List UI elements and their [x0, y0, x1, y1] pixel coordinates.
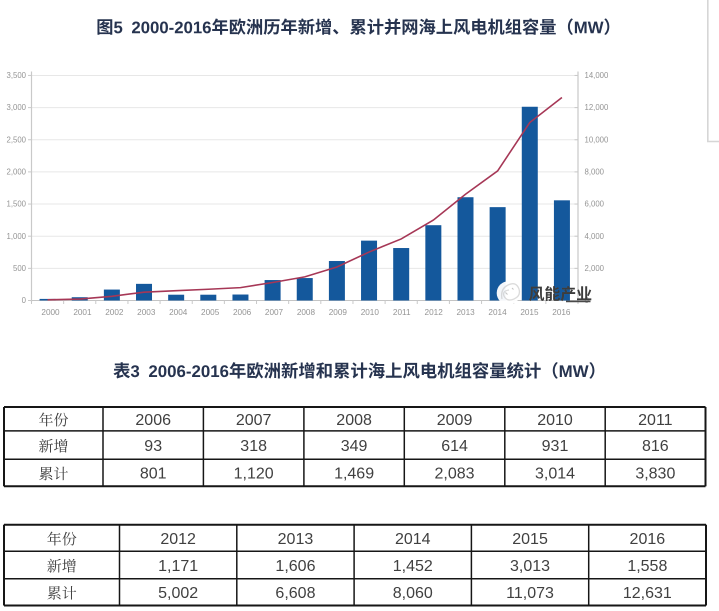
svg-text:2002: 2002: [105, 308, 124, 317]
svg-text:1,606: 1,606: [275, 558, 315, 575]
svg-text:1,452: 1,452: [393, 558, 433, 575]
svg-text:0: 0: [22, 296, 27, 305]
svg-text:5,002: 5,002: [158, 585, 198, 602]
svg-text:14,000: 14,000: [585, 71, 610, 80]
svg-text:500: 500: [13, 264, 27, 273]
svg-text:2,000: 2,000: [6, 168, 26, 177]
svg-text:931: 931: [542, 438, 569, 455]
svg-text:2013: 2013: [278, 531, 314, 548]
svg-text:816: 816: [642, 438, 669, 455]
svg-text:6,608: 6,608: [275, 585, 315, 602]
svg-text:12,631: 12,631: [623, 585, 672, 602]
svg-text:2007: 2007: [236, 412, 272, 429]
svg-text:2016: 2016: [552, 308, 571, 317]
svg-text:2011: 2011: [393, 308, 411, 317]
svg-text:2011: 2011: [638, 412, 673, 429]
svg-text:3,500: 3,500: [6, 71, 26, 80]
svg-text:3,013: 3,013: [510, 558, 550, 575]
svg-text:1,500: 1,500: [6, 200, 26, 209]
svg-text:2010: 2010: [537, 412, 573, 429]
svg-text:2007: 2007: [265, 308, 284, 317]
svg-text:2009: 2009: [329, 308, 348, 317]
svg-text:2006: 2006: [135, 412, 171, 429]
svg-text:1,558: 1,558: [627, 558, 667, 575]
svg-text:349: 349: [341, 438, 368, 455]
svg-text:2010: 2010: [361, 308, 380, 317]
svg-text:4,000: 4,000: [585, 232, 605, 241]
svg-text:2008: 2008: [297, 308, 316, 317]
svg-text:6,000: 6,000: [585, 200, 605, 209]
svg-text:2015: 2015: [512, 531, 548, 548]
svg-text:3,014: 3,014: [535, 466, 575, 483]
svg-text:2,083: 2,083: [435, 466, 475, 483]
svg-text:2,000: 2,000: [585, 264, 605, 273]
svg-text:3,000: 3,000: [6, 103, 26, 112]
svg-text:1,469: 1,469: [334, 466, 374, 483]
svg-text:2006: 2006: [233, 308, 252, 317]
svg-text:10,000: 10,000: [585, 135, 610, 144]
svg-text:614: 614: [441, 438, 468, 455]
svg-text:11,073: 11,073: [506, 585, 554, 602]
svg-text:8,000: 8,000: [585, 168, 605, 177]
svg-text:2001: 2001: [73, 308, 92, 317]
svg-text:2014: 2014: [488, 308, 507, 317]
svg-text:2,500: 2,500: [6, 135, 26, 144]
svg-text:2015: 2015: [520, 308, 539, 317]
svg-text:2004: 2004: [169, 308, 188, 317]
svg-text:2009: 2009: [437, 412, 473, 429]
svg-text:318: 318: [240, 438, 267, 455]
svg-text:2000: 2000: [41, 308, 60, 317]
svg-text:8,060: 8,060: [393, 585, 433, 602]
svg-text:2016: 2016: [630, 531, 666, 548]
svg-text:2005: 2005: [201, 308, 220, 317]
svg-text:2012: 2012: [160, 531, 196, 548]
svg-text:801: 801: [140, 466, 167, 483]
svg-text:3,830: 3,830: [635, 466, 675, 483]
svg-text:2008: 2008: [336, 412, 372, 429]
svg-text:1,120: 1,120: [234, 466, 274, 483]
svg-text:2014: 2014: [395, 531, 431, 548]
svg-text:2003: 2003: [137, 308, 156, 317]
svg-text:1,000: 1,000: [6, 232, 26, 241]
svg-text:93: 93: [144, 438, 162, 455]
svg-text:12,000: 12,000: [585, 103, 610, 112]
svg-text:1,171: 1,171: [158, 558, 198, 575]
svg-text:2013: 2013: [456, 308, 475, 317]
svg-text:2012: 2012: [425, 308, 444, 317]
